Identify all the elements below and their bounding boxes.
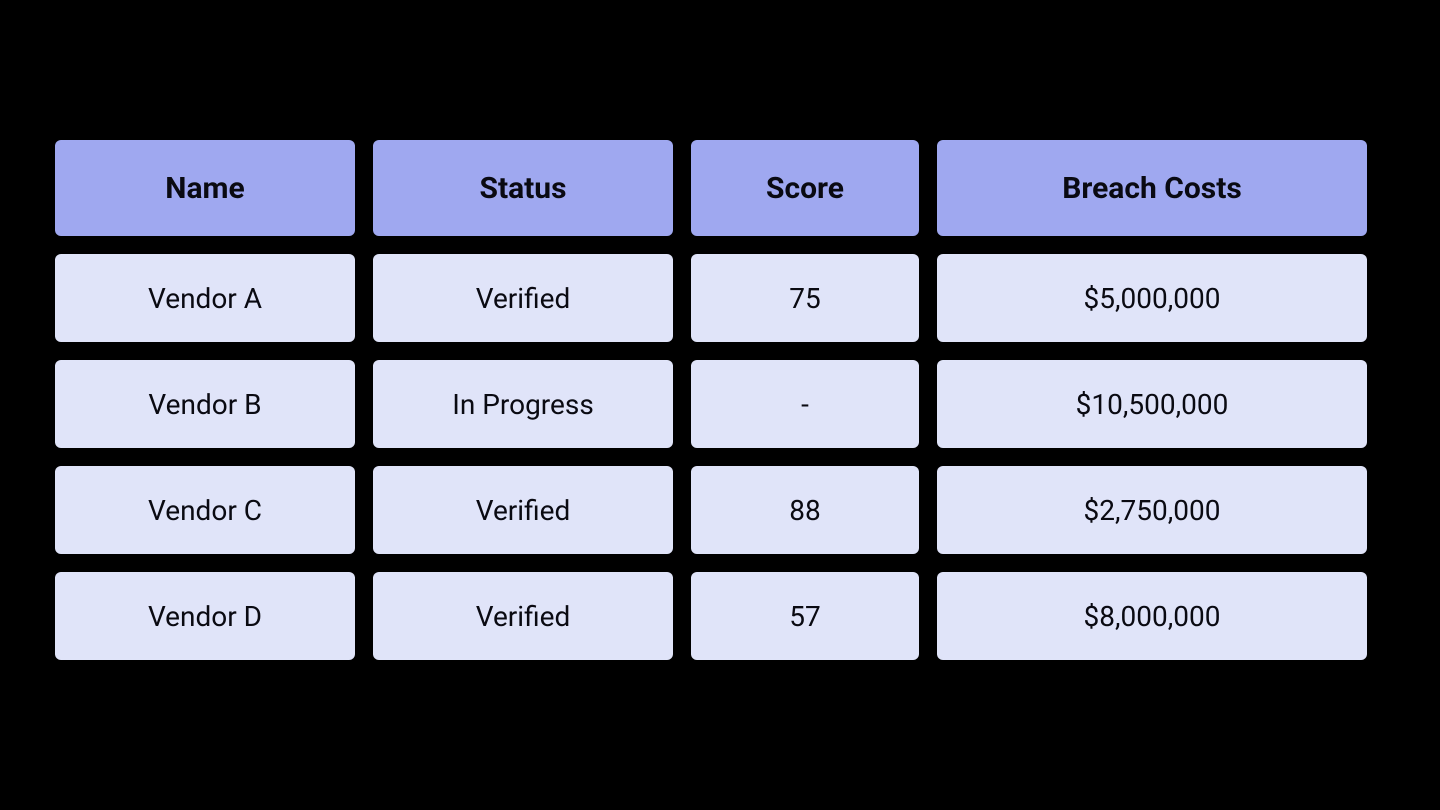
cell-breach-costs-value: $5,000,000	[1084, 282, 1221, 315]
cell-breach-costs-value: $8,000,000	[1084, 600, 1221, 633]
cell-status-value: Verified	[476, 494, 571, 527]
header-score: Score	[691, 140, 919, 236]
cell-score-value: 75	[789, 282, 820, 315]
cell-breach-costs-value: $2,750,000	[1084, 494, 1221, 527]
header-name-label: Name	[165, 171, 244, 206]
cell-score: 57	[691, 572, 919, 660]
table-header-row: Name Status Score Breach Costs	[55, 140, 1385, 236]
cell-name: Vendor A	[55, 254, 355, 342]
cell-score-value: -	[801, 388, 809, 421]
table-row: Vendor B In Progress - $10,500,000	[55, 360, 1385, 448]
header-score-label: Score	[766, 171, 844, 206]
vendor-table: Name Status Score Breach Costs Vendor A …	[55, 140, 1385, 660]
header-status-label: Status	[479, 171, 566, 206]
cell-status-value: Verified	[476, 282, 571, 315]
cell-breach-costs: $2,750,000	[937, 466, 1367, 554]
cell-status: Verified	[373, 572, 673, 660]
cell-name-value: Vendor C	[148, 494, 262, 527]
cell-status-value: Verified	[476, 600, 571, 633]
cell-name-value: Vendor D	[148, 600, 262, 633]
cell-name: Vendor D	[55, 572, 355, 660]
cell-score: 75	[691, 254, 919, 342]
cell-breach-costs: $10,500,000	[937, 360, 1367, 448]
table-row: Vendor C Verified 88 $2,750,000	[55, 466, 1385, 554]
cell-status: In Progress	[373, 360, 673, 448]
cell-status-value: In Progress	[452, 388, 594, 421]
cell-name-value: Vendor B	[148, 388, 261, 421]
cell-status: Verified	[373, 466, 673, 554]
header-status: Status	[373, 140, 673, 236]
cell-score-value: 57	[789, 600, 820, 633]
cell-breach-costs: $5,000,000	[937, 254, 1367, 342]
cell-status: Verified	[373, 254, 673, 342]
header-breach-costs: Breach Costs	[937, 140, 1367, 236]
cell-score-value: 88	[789, 494, 820, 527]
cell-name: Vendor B	[55, 360, 355, 448]
header-name: Name	[55, 140, 355, 236]
cell-score: -	[691, 360, 919, 448]
cell-breach-costs-value: $10,500,000	[1076, 388, 1229, 421]
table-row: Vendor A Verified 75 $5,000,000	[55, 254, 1385, 342]
cell-breach-costs: $8,000,000	[937, 572, 1367, 660]
table-row: Vendor D Verified 57 $8,000,000	[55, 572, 1385, 660]
cell-name: Vendor C	[55, 466, 355, 554]
cell-name-value: Vendor A	[148, 282, 262, 315]
cell-score: 88	[691, 466, 919, 554]
header-breach-costs-label: Breach Costs	[1062, 171, 1242, 206]
